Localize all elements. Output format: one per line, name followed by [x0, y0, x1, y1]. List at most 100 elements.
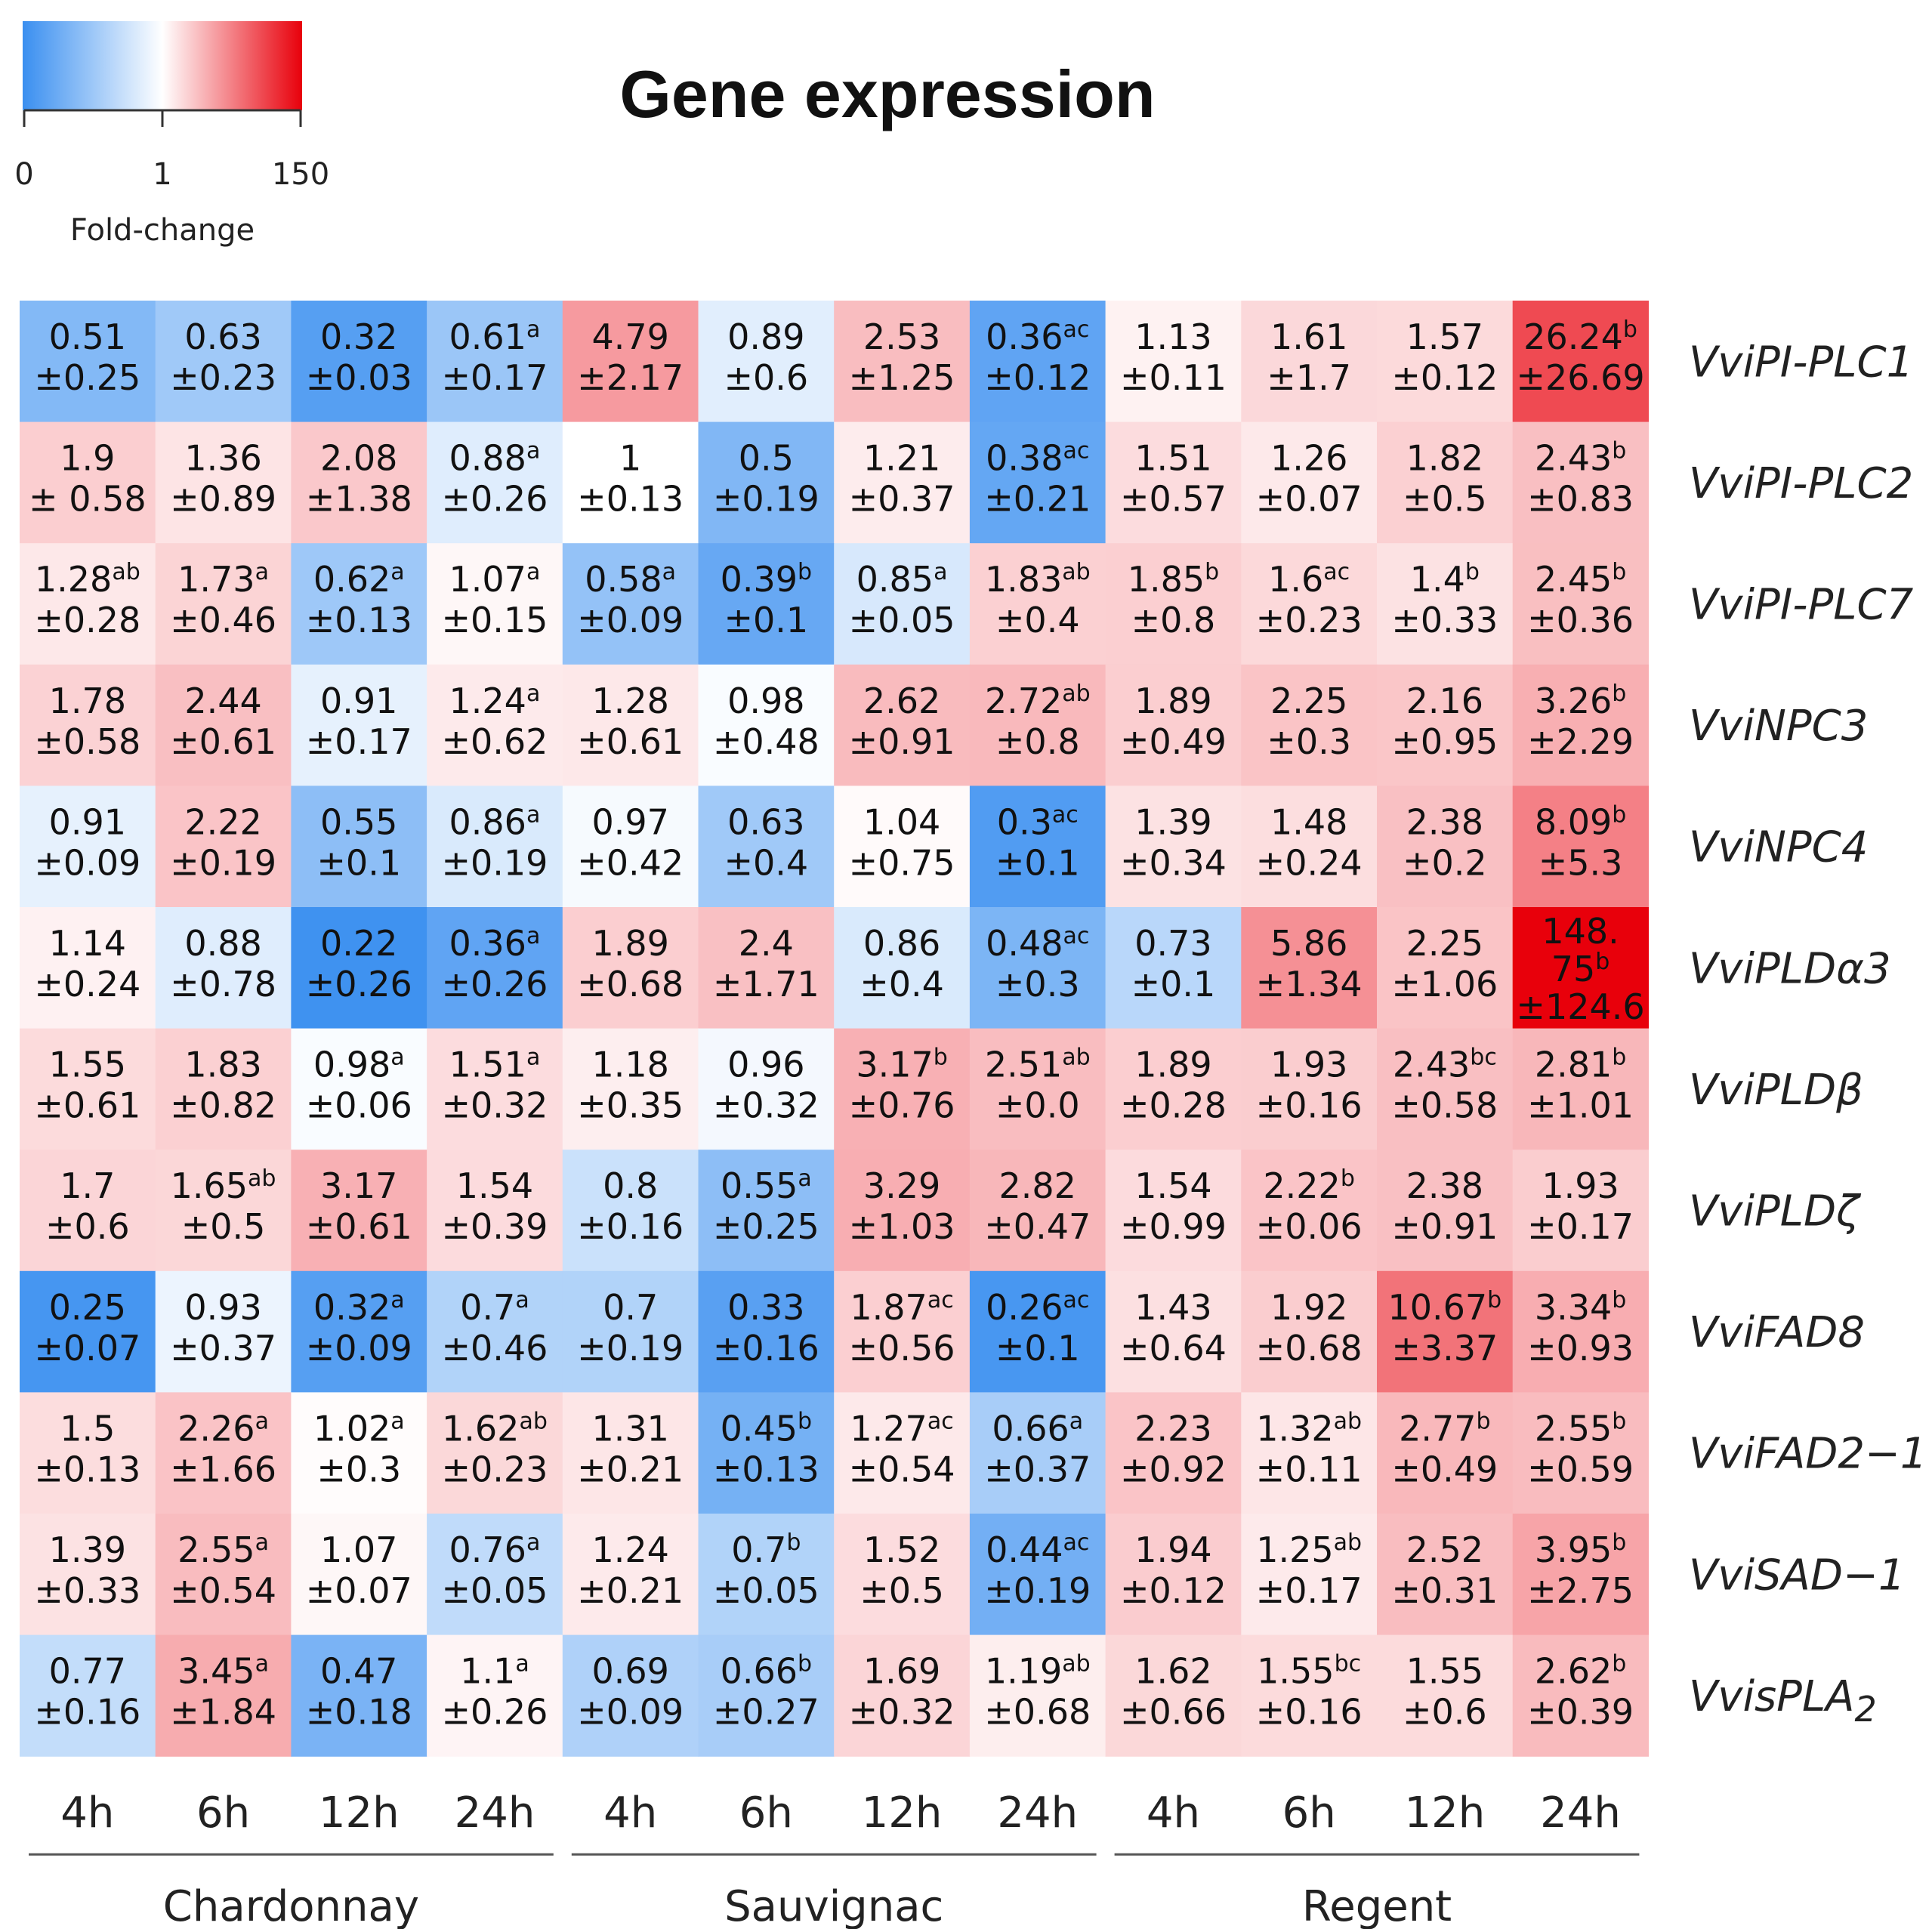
heatmap-cell: 0.69±0.09 — [562, 1634, 699, 1757]
cell-sd: ±0.13 — [577, 479, 684, 520]
column-label: 6h — [196, 1789, 250, 1838]
heatmap-cell: 1.55±0.6 — [1377, 1634, 1514, 1757]
cell-sd: ±0.37 — [984, 1449, 1091, 1489]
cell-value: 2.25 — [1270, 681, 1347, 721]
cell-sd: ±0.36 — [1527, 600, 1634, 640]
heatmap-cell-rect — [562, 1028, 699, 1150]
cell-value: 0.5 — [739, 438, 794, 479]
heatmap-cell-rect — [834, 664, 971, 786]
heatmap-cell: 0.7±0.19 — [562, 1270, 699, 1393]
cell-sd: ±0.13 — [306, 600, 412, 640]
heatmap-cell: 0.5±0.19 — [698, 421, 835, 544]
heatmap-cell: 1.5±0.13 — [20, 1392, 156, 1514]
heatmap-cell: 1.82±0.5 — [1377, 421, 1514, 544]
heatmap-cell-rect — [427, 664, 563, 786]
cell-value: 2.23 — [1134, 1408, 1211, 1449]
cell-sd: ±1.01 — [1527, 1085, 1634, 1126]
heatmap-cell: 26.24b±26.69 — [1512, 301, 1649, 423]
heatmap-cells: 0.51±0.250.63±0.230.32±0.030.61a±0.174.7… — [20, 301, 1649, 1757]
heatmap-cell-rect — [562, 664, 699, 786]
heatmap-cell-rect — [291, 1028, 427, 1150]
column-label: 4h — [603, 1789, 657, 1838]
cell-value: 2.43bc — [1393, 1045, 1497, 1085]
cell-sd: ±0.78 — [170, 964, 276, 1005]
cell-sd: ±0.34 — [1120, 842, 1227, 883]
heatmap-cell: 0.48ac±0.3 — [969, 907, 1106, 1029]
cell-value: 0.51 — [49, 316, 126, 357]
heatmap-cell: 1.04±0.75 — [834, 785, 971, 908]
heatmap-cell: 1.93±0.17 — [1512, 1150, 1649, 1272]
cell-value: 0.88a — [449, 438, 541, 479]
cell-value: 1.51 — [1134, 438, 1211, 479]
cell-sd: ± 0.58 — [29, 479, 147, 520]
legend-tick-label-mid: 1 — [153, 157, 171, 192]
heatmap-cell: 2.43bc±0.58 — [1377, 1028, 1514, 1150]
cell-sd: ±0.17 — [1527, 1206, 1634, 1247]
heatmap-cell-rect — [427, 1514, 563, 1636]
cell-sd: ±0.23 — [441, 1449, 548, 1489]
heatmap-cell-rect — [969, 543, 1106, 665]
heatmap-cell: 0.8±0.16 — [562, 1150, 699, 1272]
cell-sd: ±0.95 — [1391, 721, 1498, 762]
cell-value: 0.85a — [856, 559, 948, 600]
cell-value: 2.25 — [1406, 923, 1483, 964]
heatmap-cell-rect — [1512, 1514, 1649, 1636]
heatmap-cell: 1.85b±0.8 — [1105, 543, 1242, 665]
heatmap-cell: 0.55±0.1 — [291, 785, 427, 908]
cell-value: 0.86 — [863, 923, 940, 964]
heatmap-cell: 1.93±0.16 — [1241, 1028, 1378, 1150]
cell-value: 1.78 — [49, 681, 126, 721]
cell-sd: ±0.46 — [170, 600, 276, 640]
cell-value: 1.28ab — [35, 559, 140, 600]
heatmap-cell: 0.86±0.4 — [834, 907, 971, 1029]
heatmap-cell-rect — [20, 1150, 156, 1272]
heatmap-cell-rect — [427, 543, 563, 665]
cell-sd: ±0.33 — [1391, 600, 1498, 640]
heatmap-cell-rect — [1105, 543, 1242, 665]
cell-value: 0.48ac — [986, 923, 1089, 964]
cell-sd: ±2.75 — [1527, 1570, 1634, 1611]
heatmap-cell: 0.76a±0.05 — [427, 1514, 563, 1636]
cell-value: 1.54 — [1134, 1165, 1211, 1206]
heatmap-cell: 0.61a±0.17 — [427, 301, 563, 423]
cell-sd: ±0.28 — [1120, 1085, 1227, 1126]
cell-value: 0.98 — [727, 681, 804, 721]
heatmap-cell-rect — [969, 1514, 1106, 1636]
heatmap-cell: 4.79±2.17 — [562, 301, 699, 423]
cell-sd: ±0.11 — [1256, 1449, 1363, 1489]
heatmap-cell: 0.25±0.07 — [20, 1270, 156, 1393]
heatmap-cell-rect — [1512, 1028, 1649, 1150]
heatmap-cell-rect — [20, 1028, 156, 1150]
heatmap-cell: 1.87ac±0.56 — [834, 1270, 971, 1393]
heatmap-cell-rect — [562, 421, 699, 544]
heatmap-cell-rect — [20, 421, 156, 544]
cell-value: 1.89 — [1134, 1045, 1211, 1085]
heatmap-cell: 3.95b±2.75 — [1512, 1514, 1649, 1636]
cell-value: 2.51ab — [985, 1045, 1091, 1085]
cell-sd: ±0.17 — [1256, 1570, 1363, 1611]
heatmap-cell: 2.26a±1.66 — [155, 1392, 292, 1514]
heatmap-cell: 2.44±0.61 — [155, 664, 292, 786]
cell-value: 2.08 — [320, 438, 397, 479]
heatmap-cell-rect — [20, 1634, 156, 1757]
cell-value: 0.66b — [721, 1651, 812, 1692]
heatmap-cell-rect — [698, 907, 835, 1029]
cell-sd: ±0.23 — [170, 357, 276, 398]
gene-label: VviPLDβ — [1689, 1066, 1863, 1115]
heatmap-cell: 1.43±0.64 — [1105, 1270, 1242, 1393]
cell-sd: ±0.6 — [1403, 1692, 1487, 1733]
heatmap-cell: 1.9± 0.58 — [20, 421, 156, 544]
heatmap-cell: 3.17±0.61 — [291, 1150, 427, 1272]
cell-sd: ±0.16 — [577, 1206, 684, 1247]
cell-value: 3.29 — [863, 1165, 940, 1206]
heatmap-cell-rect — [698, 1634, 835, 1757]
heatmap-cell-rect — [562, 1392, 699, 1514]
cell-sd: ±0.37 — [849, 479, 955, 520]
heatmap-cell: 1.27ac±0.54 — [834, 1392, 971, 1514]
cell-value: 0.32a — [313, 1287, 405, 1328]
heatmap-cell-rect — [20, 664, 156, 786]
heatmap-cell: 0.91±0.17 — [291, 664, 427, 786]
cell-sd: ±0.68 — [984, 1692, 1091, 1733]
heatmap-cell: 1.83ab±0.4 — [969, 543, 1106, 665]
column-label: 24h — [455, 1789, 535, 1838]
